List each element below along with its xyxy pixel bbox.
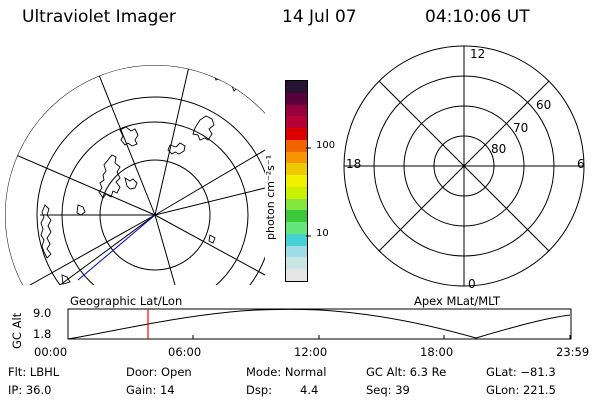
gc-alt-info: GC Alt: 6.3 Re	[366, 365, 447, 379]
alt-xtick-2359: 23:59	[556, 345, 590, 359]
dsp-label: Dsp:	[246, 383, 273, 397]
polar-plot	[343, 45, 585, 287]
colorbar-segment	[286, 175, 307, 187]
geo-map-label: Geographic Lat/Lon	[70, 294, 183, 308]
colorbar-unit-label: photon cm⁻²s⁻¹	[264, 154, 277, 240]
map-lat-circle	[61, 121, 249, 285]
polar-plot-label: Apex MLat/MLT	[414, 294, 501, 308]
colorbar-segment	[286, 245, 307, 258]
map-lat-circle	[36, 96, 265, 285]
mlt-label-18: 18	[346, 157, 362, 171]
colorbar-segment	[286, 128, 307, 140]
colorbar-segment	[286, 151, 307, 164]
colorbar-segment	[286, 92, 307, 105]
alt-x-ticks	[67, 335, 571, 339]
colorbar-segment	[286, 222, 307, 234]
ip-info: IP: 36.0	[8, 383, 52, 397]
alt-plot-ylabel: GC Alt	[10, 312, 24, 349]
observation-time: 04:10:06 UT	[425, 7, 530, 27]
alt-xtick-0000: 00:00	[34, 345, 68, 359]
mlt-label-6: 6	[577, 157, 585, 171]
mode-info: Mode: Normal	[246, 365, 327, 379]
colorbar-segment	[286, 198, 307, 211]
observation-date: 14 Jul 07	[282, 7, 357, 27]
colorbar-segment	[286, 116, 307, 129]
seq-info: Seq: 39	[366, 383, 410, 397]
alt-xtick-1200: 12:00	[294, 345, 328, 359]
instrument-title: Ultraviolet Imager	[22, 7, 176, 27]
alt-xtick-1800: 18:00	[420, 345, 454, 359]
lat-label-60: 60	[536, 98, 552, 112]
alt-plot-frame	[67, 308, 572, 340]
colorbar	[285, 80, 308, 282]
altitude-curve	[67, 308, 571, 340]
filter-info: Flt: LBHL	[8, 365, 60, 379]
coastline	[40, 65, 248, 285]
alt-xtick-0600: 06:00	[168, 345, 202, 359]
map-longitude-lines	[5, 65, 265, 285]
colorbar-segment	[286, 104, 307, 117]
dsp-value: 4.4	[300, 383, 319, 397]
altitude-plot	[67, 308, 572, 340]
colorbar-segment	[286, 269, 307, 281]
colorbar-segment	[286, 233, 307, 246]
colorbar-segment	[286, 257, 307, 270]
door-info: Door: Open	[126, 365, 192, 379]
colorbar-segment	[286, 163, 307, 176]
colorbar-segment	[286, 186, 307, 199]
colorbar-ticks	[306, 147, 311, 237]
geographic-map	[5, 65, 265, 285]
glat-info: GLat: −81.3	[486, 365, 556, 379]
lat-label-70: 70	[513, 121, 529, 135]
colorbar-tick-10: 10	[316, 228, 329, 239]
glon-info: GLon: 221.5	[486, 383, 556, 397]
alt-ytick-high: 9.0	[33, 306, 52, 320]
colorbar-segment	[286, 80, 307, 93]
alt-ytick-low: 1.8	[33, 327, 52, 341]
colorbar-segment	[286, 210, 307, 223]
map-track-line	[77, 214, 156, 281]
mlt-label-12: 12	[470, 47, 486, 61]
mlt-label-0: 0	[468, 277, 476, 291]
colorbar-segment	[286, 139, 307, 152]
polar-diagonal-line	[378, 80, 550, 252]
gain-info: Gain: 14	[126, 383, 175, 397]
lat-label-80: 80	[491, 142, 507, 156]
colorbar-tick-100: 100	[316, 140, 336, 151]
